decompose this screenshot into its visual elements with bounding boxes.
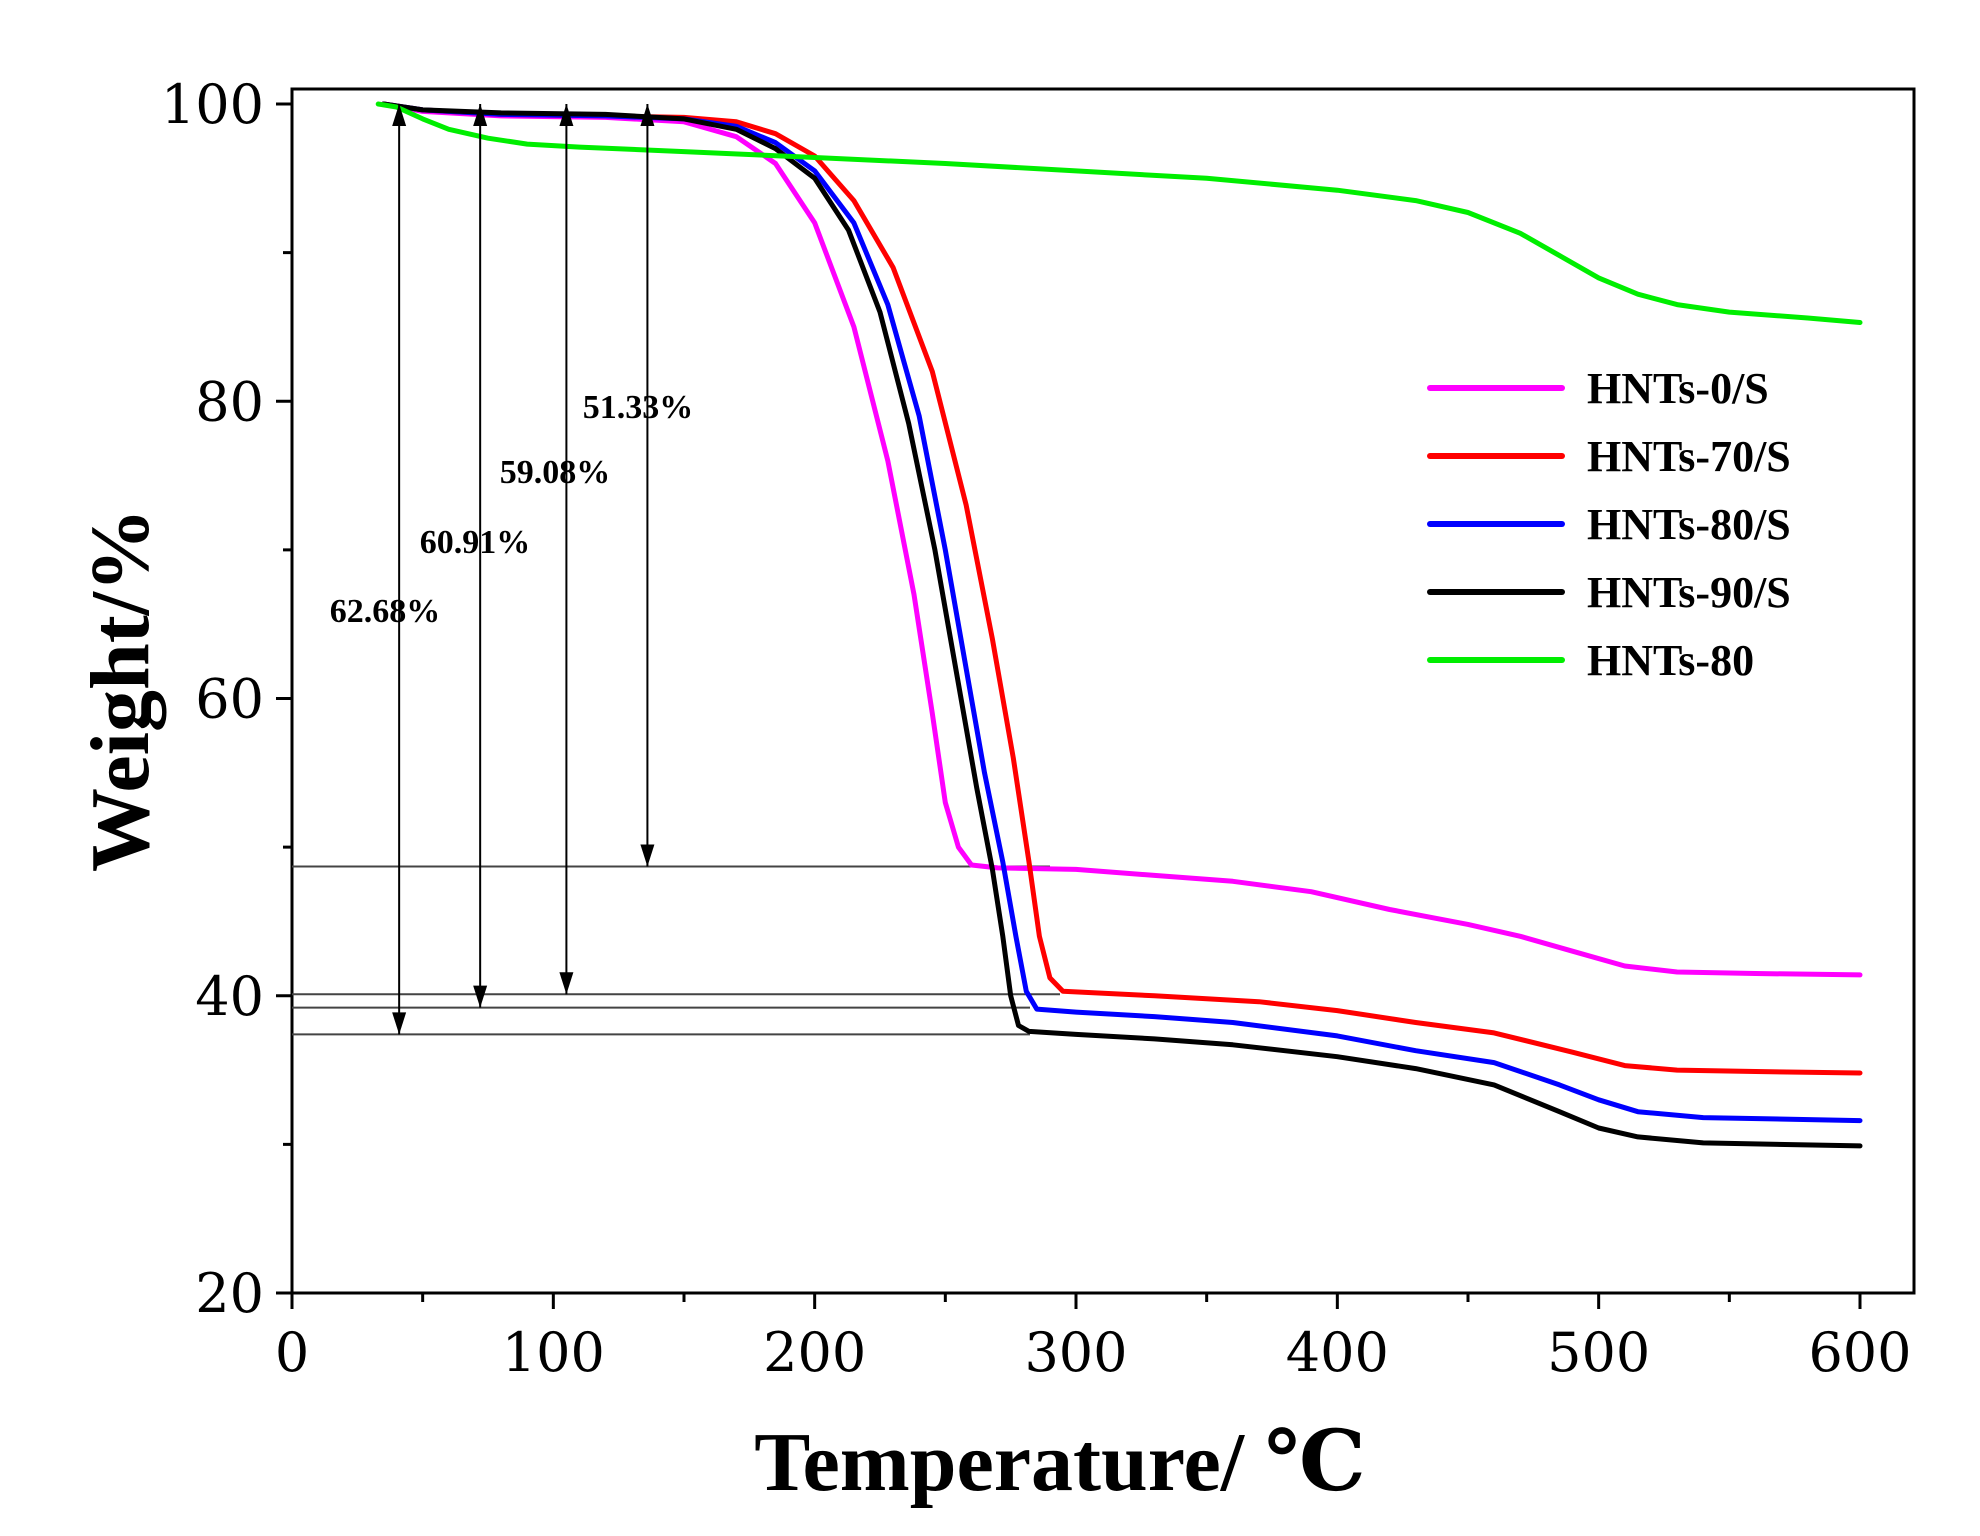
x-tick-label-400: 400	[1286, 1321, 1389, 1384]
series-line-HNTs-90/S	[381, 101, 1863, 1149]
x-tick-label-600: 600	[1808, 1321, 1911, 1384]
y-axis-ticks: 20 40 60 80 100	[161, 73, 292, 1325]
y-tick-label-20: 20	[195, 1262, 264, 1325]
series-line-HNTs-0/S	[381, 101, 1863, 978]
y-tick-label-40: 40	[195, 965, 264, 1028]
legend: HNTs-0/S HNTs-70/S HNTs-80/S HNTs-90/S HNTs-…	[1427, 364, 1791, 685]
legend-label-HNTs-80: HNTs-80	[1587, 636, 1754, 685]
legend-label-HNTs-90/S: HNTs-90/S	[1587, 568, 1791, 617]
x-tick-label-100: 100	[502, 1321, 605, 1384]
x-tick-label-500: 500	[1547, 1321, 1650, 1384]
series-line-HNTs-80	[375, 101, 1863, 325]
annotation-arrowhead-top-3	[640, 104, 655, 126]
plot-frame	[290, 87, 1916, 1295]
annotation-label-1: 60.91%	[420, 524, 531, 561]
y-tick-label-100: 100	[161, 73, 264, 136]
annotation-arrowhead-top-1	[473, 104, 488, 126]
x-tick-label-200: 200	[763, 1321, 866, 1384]
annotation-arrowhead-bottom-0	[392, 1012, 407, 1035]
annotation-arrowhead-top-2	[559, 104, 574, 126]
y-tick-label-80: 80	[195, 370, 264, 433]
annotation-arrowhead-bottom-1	[473, 985, 488, 1008]
series-group	[375, 101, 1863, 1149]
x-axis-ticks: 0 100 200 300 400 500 600	[275, 1293, 1912, 1384]
annotation-arrowhead-bottom-2	[559, 972, 574, 995]
series-line-HNTs-70/S	[381, 101, 1863, 1076]
x-tick-label-300: 300	[1024, 1321, 1127, 1384]
x-tick-label-0: 0	[275, 1321, 309, 1384]
y-axis-title: Weight/%	[74, 508, 167, 872]
legend-label-HNTs-80/S: HNTs-80/S	[1587, 500, 1791, 549]
y-tick-label-60: 60	[195, 668, 264, 731]
annotation-label-3: 51.33%	[583, 389, 694, 426]
annotation-group: 62.68% 60.91% 59.08% 51.33%	[330, 104, 694, 1035]
reference-lines	[292, 865, 1060, 1036]
x-axis-title: Temperature/ ℃	[754, 1416, 1366, 1509]
legend-label-HNTs-0/S: HNTs-0/S	[1587, 364, 1769, 413]
annotation-arrowhead-bottom-3	[640, 844, 655, 867]
legend-label-HNTs-70/S: HNTs-70/S	[1587, 432, 1791, 481]
annotation-label-0: 62.68%	[330, 593, 441, 630]
annotation-label-2: 59.08%	[500, 454, 611, 491]
annotation-arrowhead-top-0	[392, 104, 407, 126]
